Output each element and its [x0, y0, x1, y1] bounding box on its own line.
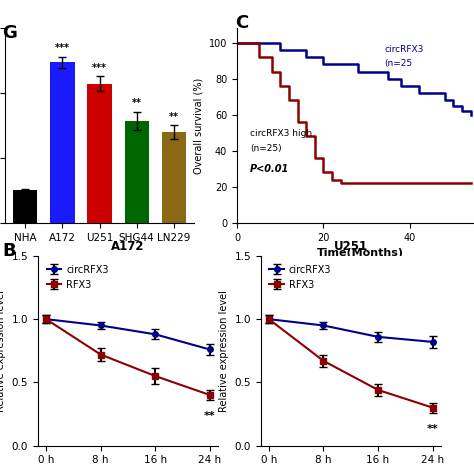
Text: B: B	[2, 242, 16, 260]
Bar	[13, 191, 37, 223]
Y-axis label: Relative expression level: Relative expression level	[0, 290, 6, 412]
Text: **: **	[132, 99, 142, 109]
Y-axis label: Overall survival (%): Overall survival (%)	[193, 77, 203, 174]
Text: ***: ***	[92, 63, 107, 73]
Text: circRFX3: circRFX3	[384, 45, 423, 54]
Text: C: C	[235, 14, 248, 32]
Bar	[162, 132, 186, 223]
Bar	[50, 63, 74, 223]
Bar	[88, 83, 111, 223]
Text: **: **	[204, 411, 216, 421]
Text: (n=25: (n=25	[384, 59, 412, 68]
Text: P<0.01: P<0.01	[250, 164, 289, 174]
Text: **: **	[427, 424, 438, 434]
Y-axis label: Relative expression level: Relative expression level	[219, 290, 229, 412]
Title: A172: A172	[111, 240, 145, 254]
X-axis label: Time(Months): Time(Months)	[317, 248, 404, 258]
Legend: circRFX3, RFX3: circRFX3, RFX3	[43, 261, 112, 293]
Title: U251: U251	[334, 240, 368, 254]
Text: ***: ***	[55, 44, 70, 54]
Text: (n=25): (n=25)	[250, 144, 282, 153]
Text: **: **	[169, 112, 179, 122]
Bar	[125, 121, 149, 223]
Legend: circRFX3, RFX3: circRFX3, RFX3	[265, 261, 335, 293]
Text: G: G	[2, 24, 17, 42]
Text: circRFX3 high: circRFX3 high	[250, 129, 312, 138]
